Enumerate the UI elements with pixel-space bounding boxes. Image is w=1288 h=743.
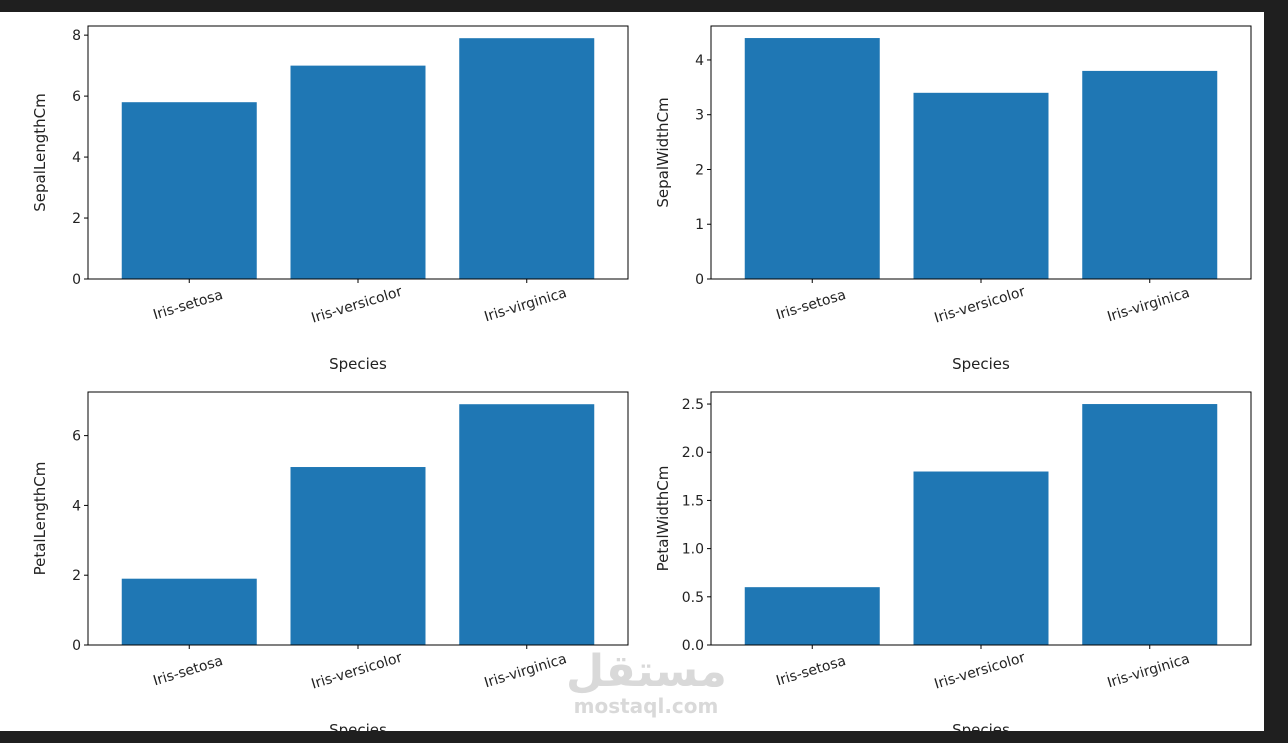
y-tick-label: 2 <box>72 568 81 584</box>
bar-sepallengthcm-1 <box>290 65 426 279</box>
x-tick-label: Iris-virginica <box>482 651 568 691</box>
x-tick-label: Iris-versicolor <box>310 284 405 327</box>
bar-petallengthcm-1 <box>290 467 426 645</box>
bar-sepalwidthcm-1 <box>913 92 1049 279</box>
y-tick-label: 2 <box>72 211 81 227</box>
y-tick-label: 1.5 <box>682 493 704 509</box>
y-tick-label: 2.0 <box>682 445 704 461</box>
x-tick-label: Iris-virginica <box>1105 285 1191 325</box>
y-axis-label: SepalWidthCm <box>654 97 672 207</box>
x-axis-label: Species <box>329 355 387 373</box>
status-bar <box>0 731 1288 743</box>
bar-petalwidthcm-0 <box>744 587 880 645</box>
y-axis-label: SepalLengthCm <box>31 93 49 211</box>
bar-sepalwidthcm-0 <box>744 38 880 279</box>
x-axis-label: Species <box>329 721 387 731</box>
y-tick-label: 4 <box>72 150 81 166</box>
y-tick-label: 1 <box>695 217 704 233</box>
y-tick-label: 6 <box>72 429 81 445</box>
x-tick-label: Iris-virginica <box>1105 651 1191 691</box>
figure-canvas: 0 2 4 6 8 Iris-setosa Iris-versicolor Iris-virg… <box>0 12 1264 731</box>
x-tick-label: Iris-versicolor <box>933 650 1028 693</box>
y-tick-label: 3 <box>695 108 704 124</box>
x-tick-label: Iris-setosa <box>774 653 848 689</box>
x-tick-label: Iris-versicolor <box>310 650 405 693</box>
watermark-text: mostaql.com <box>573 694 719 718</box>
x-tick-label: Iris-versicolor <box>933 284 1028 327</box>
y-tick-label: 8 <box>72 28 81 44</box>
bar-petallengthcm-0 <box>121 578 257 645</box>
x-tick-label: Iris-setosa <box>774 287 848 323</box>
y-tick-label: 1.0 <box>682 542 704 558</box>
y-axis-label: PetalLengthCm <box>31 462 49 576</box>
y-tick-label: 4 <box>72 498 81 514</box>
bar-sepallengthcm-2 <box>459 38 595 279</box>
watermark-logo: مستقل <box>566 646 727 697</box>
y-tick-label: 0.5 <box>682 590 704 606</box>
bar-charts-figure: 0 2 4 6 8 Iris-setosa Iris-versicolor Iris-virg… <box>31 25 1252 731</box>
bar-sepalwidthcm-2 <box>1082 70 1218 280</box>
x-tick-label: Iris-virginica <box>482 285 568 325</box>
bar-petallengthcm-2 <box>459 404 595 645</box>
bar-petalwidthcm-1 <box>913 471 1049 645</box>
y-tick-label: 2.5 <box>682 397 704 413</box>
x-axis-label: Species <box>952 355 1010 373</box>
x-tick-label: Iris-setosa <box>151 287 225 323</box>
y-axis-label: PetalWidthCm <box>654 466 672 572</box>
y-tick-label: 0.0 <box>682 638 704 654</box>
y-tick-label: 0 <box>72 638 81 654</box>
y-tick-label: 6 <box>72 89 81 105</box>
y-tick-label: 2 <box>695 162 704 178</box>
y-tick-label: 4 <box>695 53 704 69</box>
bar-sepallengthcm-0 <box>121 102 257 279</box>
watermark: مستقل mostaql.com <box>566 646 727 718</box>
x-axis-label: Species <box>952 721 1010 731</box>
bar-petalwidthcm-2 <box>1082 404 1218 645</box>
y-tick-label: 0 <box>72 272 81 288</box>
x-tick-label: Iris-setosa <box>151 653 225 689</box>
y-tick-label: 0 <box>695 272 704 288</box>
